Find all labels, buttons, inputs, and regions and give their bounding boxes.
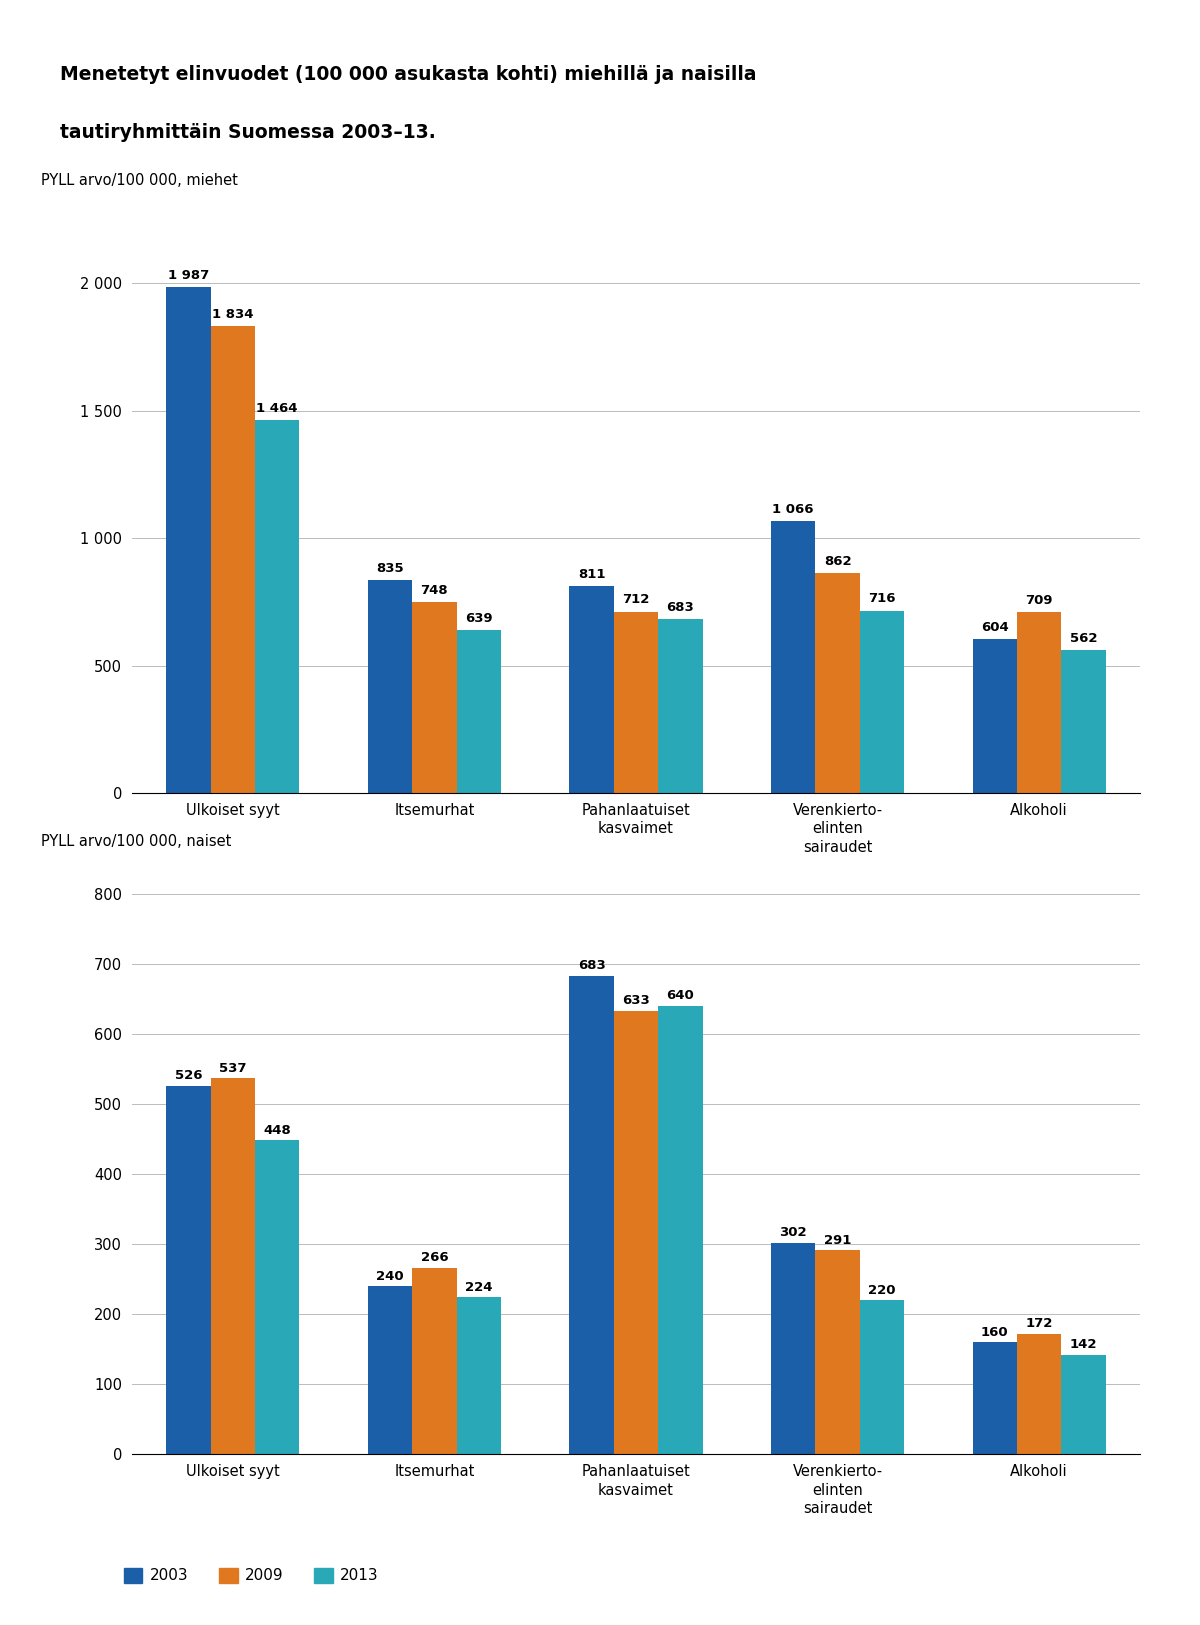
Text: 683: 683 — [666, 601, 695, 614]
Bar — [772, 522, 816, 793]
Text: 142: 142 — [1070, 1339, 1097, 1352]
Text: 291: 291 — [824, 1233, 851, 1246]
Text: 240: 240 — [377, 1269, 404, 1282]
Text: 172: 172 — [1026, 1318, 1052, 1331]
Bar — [973, 639, 1018, 793]
Text: 1 066: 1 066 — [773, 504, 814, 517]
Bar — [614, 611, 658, 793]
Bar — [658, 1006, 702, 1454]
Bar — [368, 1287, 413, 1454]
Text: 835: 835 — [377, 562, 404, 575]
Bar — [1018, 613, 1061, 793]
Text: 224: 224 — [466, 1280, 492, 1294]
Text: 1 464: 1 464 — [257, 401, 298, 414]
Bar — [167, 1086, 211, 1454]
Bar — [413, 1268, 456, 1454]
Text: 709: 709 — [1026, 595, 1052, 608]
Text: 811: 811 — [578, 569, 605, 582]
Text: 1 987: 1 987 — [168, 268, 209, 281]
Bar — [413, 603, 456, 793]
Bar — [658, 619, 702, 793]
Bar — [1018, 1334, 1061, 1454]
Text: 562: 562 — [1070, 632, 1097, 645]
Text: 1 834: 1 834 — [212, 307, 253, 320]
Bar — [211, 1077, 254, 1454]
Bar — [973, 1342, 1018, 1454]
Bar — [456, 630, 500, 793]
Text: 266: 266 — [420, 1251, 449, 1264]
Bar — [1061, 650, 1105, 793]
Text: 748: 748 — [420, 585, 449, 598]
Text: 448: 448 — [263, 1124, 292, 1138]
Text: 160: 160 — [982, 1326, 1009, 1339]
Bar — [368, 580, 413, 793]
Text: Menetetyt elinvuodet (100 000 asukasta kohti) miehillä ja naisilla: Menetetyt elinvuodet (100 000 asukasta k… — [60, 65, 756, 84]
Text: 683: 683 — [577, 959, 606, 972]
Bar — [859, 1300, 904, 1454]
Text: 537: 537 — [220, 1061, 246, 1074]
Bar — [167, 286, 211, 793]
Bar — [254, 419, 299, 793]
Text: 604: 604 — [980, 621, 1009, 634]
Text: 639: 639 — [464, 613, 492, 626]
Bar — [570, 975, 614, 1454]
Text: 716: 716 — [869, 593, 895, 606]
Text: 712: 712 — [623, 593, 649, 606]
Text: 640: 640 — [666, 990, 695, 1003]
Text: PYLL arvo/100 000, miehet: PYLL arvo/100 000, miehet — [41, 172, 238, 187]
Text: tautiryhmittäin Suomessa 2003–13.: tautiryhmittäin Suomessa 2003–13. — [60, 124, 436, 141]
Bar — [859, 611, 904, 793]
Bar — [772, 1243, 816, 1454]
Bar — [254, 1141, 299, 1454]
Text: 633: 633 — [622, 994, 650, 1008]
Bar — [570, 587, 614, 793]
Bar — [816, 1251, 859, 1454]
Text: 302: 302 — [780, 1227, 808, 1240]
Bar — [816, 574, 859, 793]
Bar — [614, 1011, 658, 1454]
Text: 220: 220 — [869, 1284, 895, 1297]
Text: PYLL arvo/100 000, naiset: PYLL arvo/100 000, naiset — [41, 834, 232, 848]
Text: KUVIO 4.: KUVIO 4. — [18, 15, 101, 34]
Text: 526: 526 — [175, 1069, 202, 1082]
Bar — [1061, 1355, 1105, 1454]
Bar — [211, 325, 254, 793]
Bar — [456, 1297, 500, 1454]
Text: 862: 862 — [823, 556, 852, 569]
Legend: 2003, 2009, 2013: 2003, 2009, 2013 — [120, 1563, 384, 1588]
